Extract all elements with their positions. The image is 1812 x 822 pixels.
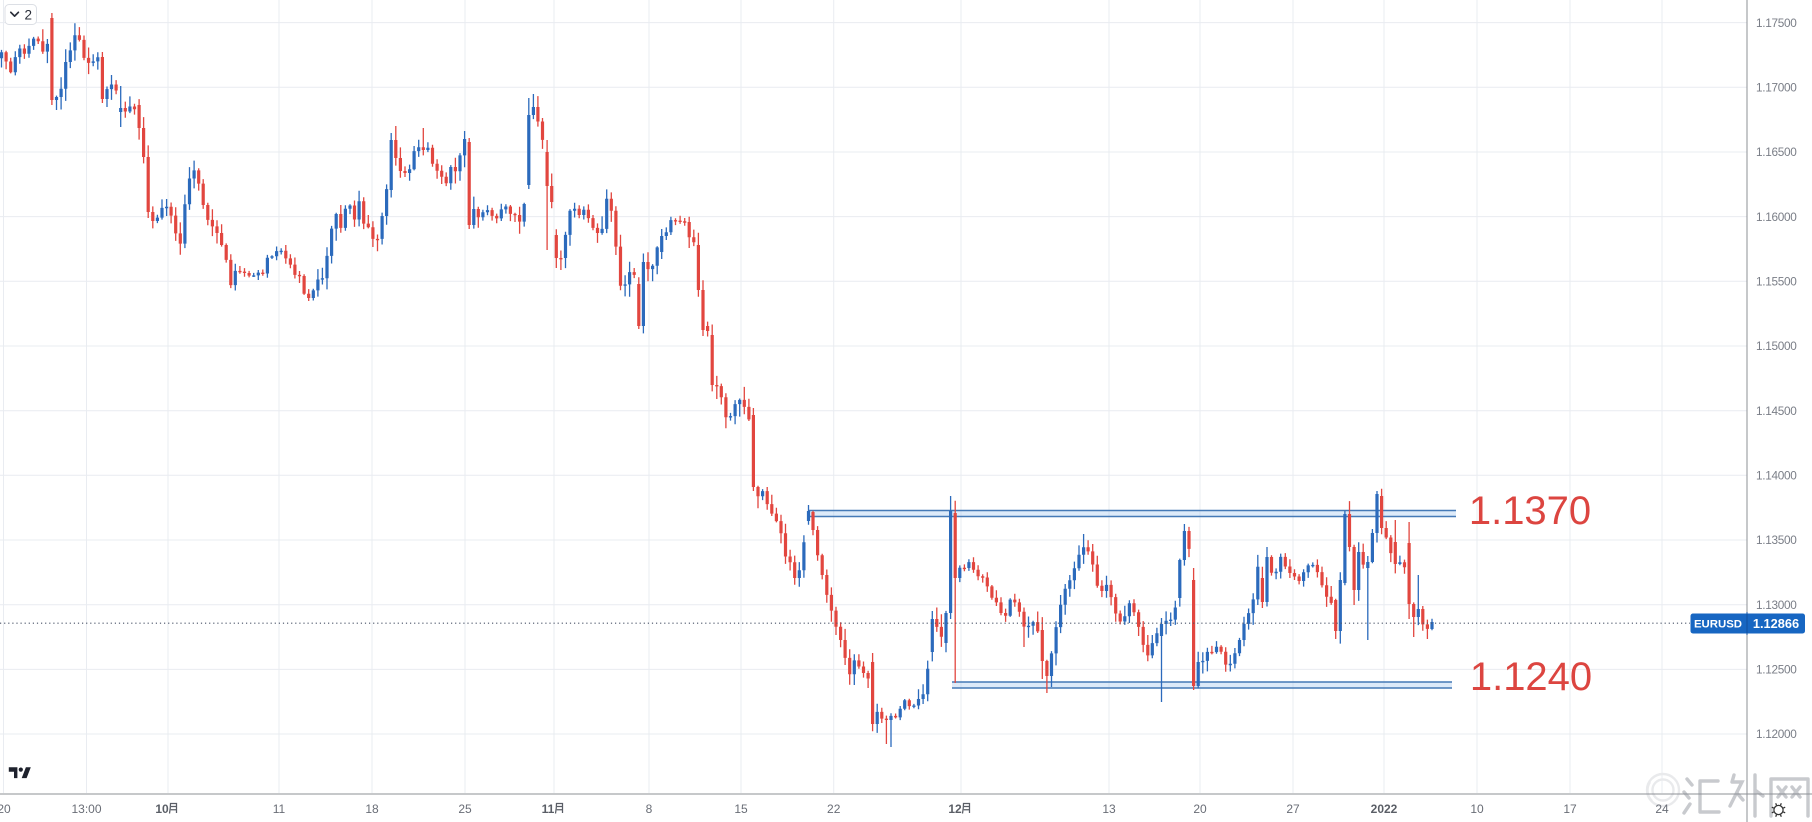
svg-text:1.14000: 1.14000 <box>1756 469 1797 483</box>
svg-text:13:00: 13:00 <box>71 802 101 816</box>
svg-text:1.15500: 1.15500 <box>1756 275 1797 289</box>
svg-text:10: 10 <box>155 802 169 816</box>
svg-text:24: 24 <box>1655 802 1669 816</box>
svg-text:17: 17 <box>1563 802 1577 816</box>
svg-text:1.12000: 1.12000 <box>1756 727 1797 741</box>
svg-text:1.12500: 1.12500 <box>1756 663 1797 677</box>
svg-text:15: 15 <box>734 802 748 816</box>
svg-text:27: 27 <box>1286 802 1300 816</box>
svg-text:13: 13 <box>1102 802 1116 816</box>
svg-text:1.13000: 1.13000 <box>1756 598 1797 612</box>
svg-text:11: 11 <box>542 802 555 816</box>
svg-text:1.13500: 1.13500 <box>1756 533 1797 547</box>
svg-text:18: 18 <box>365 802 379 816</box>
svg-text:1.12866: 1.12866 <box>1753 616 1799 631</box>
svg-text:1.1370: 1.1370 <box>1469 489 1591 533</box>
svg-text:2: 2 <box>25 7 33 22</box>
svg-text:11: 11 <box>273 802 286 816</box>
svg-text:1.15000: 1.15000 <box>1756 339 1797 353</box>
svg-text:20: 20 <box>0 802 11 816</box>
svg-text:1.1240: 1.1240 <box>1470 655 1592 699</box>
svg-text:22: 22 <box>827 802 841 816</box>
svg-text:1.16500: 1.16500 <box>1756 145 1797 159</box>
svg-text:10: 10 <box>1470 802 1484 816</box>
svg-text:20: 20 <box>1193 802 1207 816</box>
svg-text:1.16000: 1.16000 <box>1756 210 1797 224</box>
svg-text:1.17000: 1.17000 <box>1756 81 1797 95</box>
svg-text:1.14500: 1.14500 <box>1756 404 1797 418</box>
svg-text:8: 8 <box>646 802 653 816</box>
svg-text:EURUSD: EURUSD <box>1694 619 1742 631</box>
svg-text:12: 12 <box>948 802 962 816</box>
svg-text:1.17500: 1.17500 <box>1756 16 1797 30</box>
svg-text:2022: 2022 <box>1371 802 1398 816</box>
svg-text:25: 25 <box>458 802 472 816</box>
